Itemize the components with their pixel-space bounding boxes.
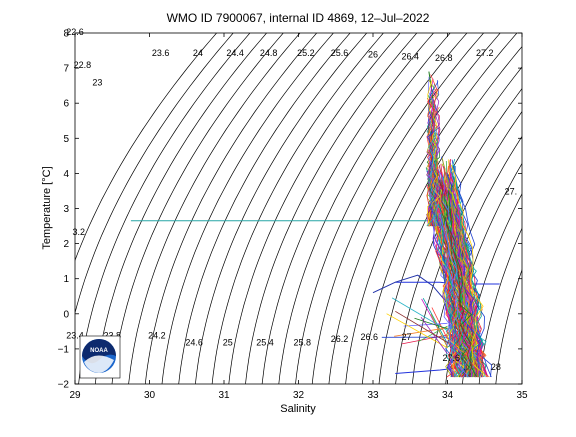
- isopycnal-label: 24: [193, 48, 203, 58]
- isopycnal-label: 3.2: [72, 227, 85, 237]
- x-tick-label: 30: [144, 390, 156, 401]
- isopycnal-label: 25.2: [297, 48, 315, 58]
- isopycnal-label: 25.6: [331, 48, 349, 58]
- x-tick-label: 34: [442, 390, 454, 401]
- noaa-logo: NOAA: [80, 336, 120, 378]
- y-tick-label: 0: [63, 309, 69, 320]
- y-tick-label: −1: [58, 344, 70, 355]
- isopycnal-label: 26.4: [401, 51, 419, 61]
- isopycnal-label: 23: [92, 78, 102, 88]
- isopycnal-label: 24.4: [226, 48, 244, 58]
- y-tick-label: 5: [63, 134, 69, 145]
- isopycnal-label: 27.6: [442, 353, 460, 363]
- isopycnal-label: 25.8: [293, 337, 311, 347]
- y-tick-label: 8: [63, 29, 69, 40]
- isopycnal-label: 26: [368, 50, 378, 60]
- y-tick-label: −2: [58, 380, 70, 391]
- y-tick-label: 4: [63, 169, 69, 180]
- isopycnal-label: 24.2: [148, 330, 166, 340]
- isopycnal-label: 26.2: [331, 334, 349, 344]
- noaa-logo-text: NOAA: [90, 348, 108, 354]
- y-tick-label: 6: [63, 99, 69, 110]
- isopycnal-label: 26.6: [361, 332, 379, 342]
- isopycnal-label: 26.8: [435, 53, 453, 63]
- isopycnal-label: 27: [402, 332, 412, 342]
- y-tick-label: 7: [63, 64, 69, 75]
- x-axis-label: Salinity: [280, 403, 316, 415]
- y-tick-label: 2: [63, 239, 69, 250]
- isopycnal-label: 25: [223, 337, 233, 347]
- y-tick-label: 1: [63, 274, 69, 285]
- x-tick-label: 32: [293, 390, 305, 401]
- y-tick-label: 3: [63, 204, 69, 215]
- isopycnal-label: 28: [491, 362, 501, 372]
- y-axis-label: Temperature [°C]: [41, 166, 53, 249]
- isopycnal-label: 24.6: [185, 337, 203, 347]
- x-tick-label: 31: [218, 390, 230, 401]
- isopycnal-label: 22.8: [74, 60, 92, 70]
- chart-title: WMO ID 7900067, internal ID 4869, 12–Jul…: [167, 11, 430, 25]
- isopycnal-label: 23.6: [152, 48, 170, 58]
- isopycnal-label: 25.4: [256, 337, 274, 347]
- x-tick-label: 33: [367, 390, 379, 401]
- isopycnal-label: 24.8: [260, 48, 278, 58]
- isopycnal-label: 27.: [505, 186, 518, 196]
- x-tick-label: 35: [516, 390, 528, 401]
- isopycnal-label: 27.2: [476, 48, 494, 58]
- x-tick-label: 29: [69, 390, 81, 401]
